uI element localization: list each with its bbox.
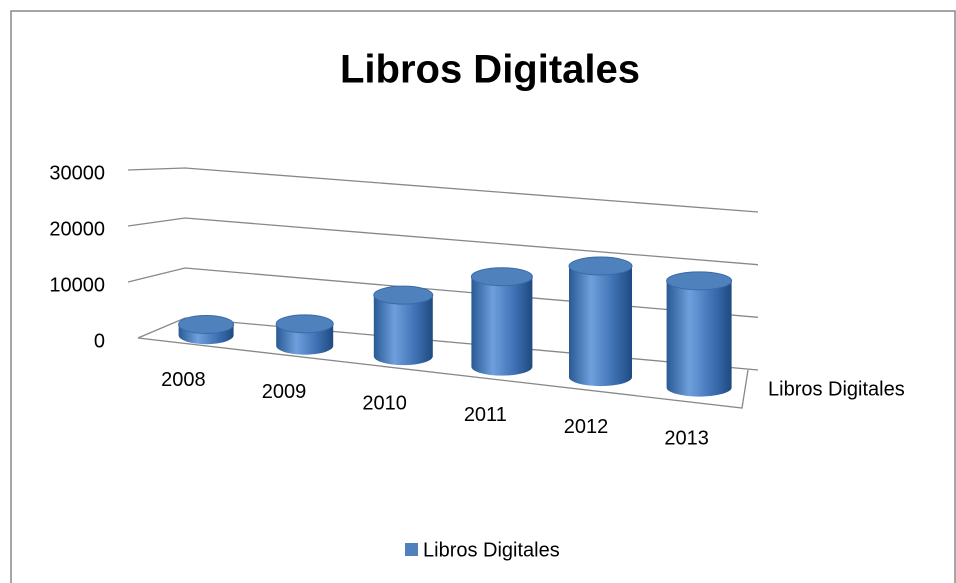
depth-label: Libros Digitales xyxy=(768,378,905,400)
cylinder xyxy=(373,285,434,366)
cylinder-top xyxy=(666,271,733,291)
cylinder-top xyxy=(568,256,633,276)
y-tick-label: 10000 xyxy=(49,274,105,296)
x-tick-label: 2010 xyxy=(362,392,407,414)
cylinder xyxy=(178,314,235,345)
grid-line xyxy=(127,167,759,213)
x-tick-label: 2012 xyxy=(564,416,609,438)
grid-line xyxy=(137,317,759,371)
cylinder xyxy=(470,267,533,376)
y-tick-label: 30000 xyxy=(49,162,105,184)
cylinder-body xyxy=(569,266,632,387)
y-tick-label: 20000 xyxy=(49,218,105,240)
legend-label: Libros Digitales xyxy=(423,539,560,561)
grid-line xyxy=(127,267,759,318)
cylinder-body xyxy=(471,276,533,376)
x-tick-label: 2013 xyxy=(664,427,709,449)
x-tick-label: 2009 xyxy=(262,381,307,403)
cylinder xyxy=(275,314,334,355)
x-tick-label: 2011 xyxy=(464,404,507,426)
legend-swatch xyxy=(405,543,418,556)
cylinder xyxy=(666,271,733,397)
cylinder xyxy=(568,256,633,387)
cylinder-top xyxy=(275,314,334,334)
x-tick-label: 2008 xyxy=(161,369,206,391)
cylinder-top xyxy=(470,267,533,287)
cylinder-body xyxy=(373,295,433,366)
floor-edge xyxy=(137,337,749,409)
grid-line xyxy=(127,217,759,266)
chart-title: Libros Digitales xyxy=(340,48,640,92)
cylinder-body xyxy=(666,280,732,397)
cylinder-top xyxy=(178,314,235,334)
cylinder-top xyxy=(373,285,434,305)
y-tick-label: 0 xyxy=(94,330,105,352)
